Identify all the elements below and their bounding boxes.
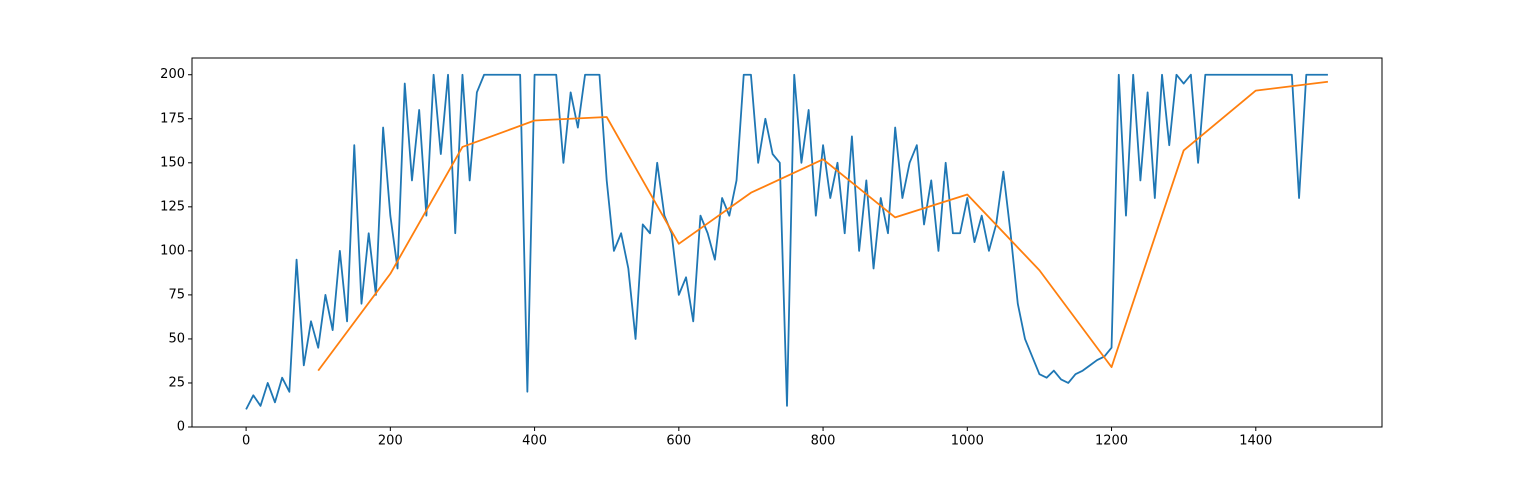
x-tick-label: 0 <box>242 434 250 449</box>
y-tick-label: 100 <box>160 243 185 258</box>
x-tick-label: 400 <box>522 434 547 449</box>
x-tick-label: 1200 <box>1095 434 1128 449</box>
axes-frame <box>191 57 1383 428</box>
y-tick-label: 175 <box>160 111 185 126</box>
x-tick-label: 200 <box>378 434 403 449</box>
y-tick-label: 125 <box>160 199 185 214</box>
x-tick-label: 800 <box>811 434 836 449</box>
y-tick-label: 75 <box>168 287 185 302</box>
plot-area <box>245 73 1329 410</box>
y-tick-label: 50 <box>168 331 185 346</box>
y-tick-label: 150 <box>160 155 185 170</box>
data-line <box>317 80 1329 372</box>
y-tick-label: 0 <box>177 420 185 435</box>
x-tick-label: 600 <box>666 434 691 449</box>
y-tick-label: 200 <box>160 67 185 82</box>
y-tick-label: 25 <box>168 375 185 390</box>
data-line <box>245 73 1328 410</box>
x-tick-label: 1000 <box>951 434 984 449</box>
x-tick-label: 1400 <box>1239 434 1272 449</box>
